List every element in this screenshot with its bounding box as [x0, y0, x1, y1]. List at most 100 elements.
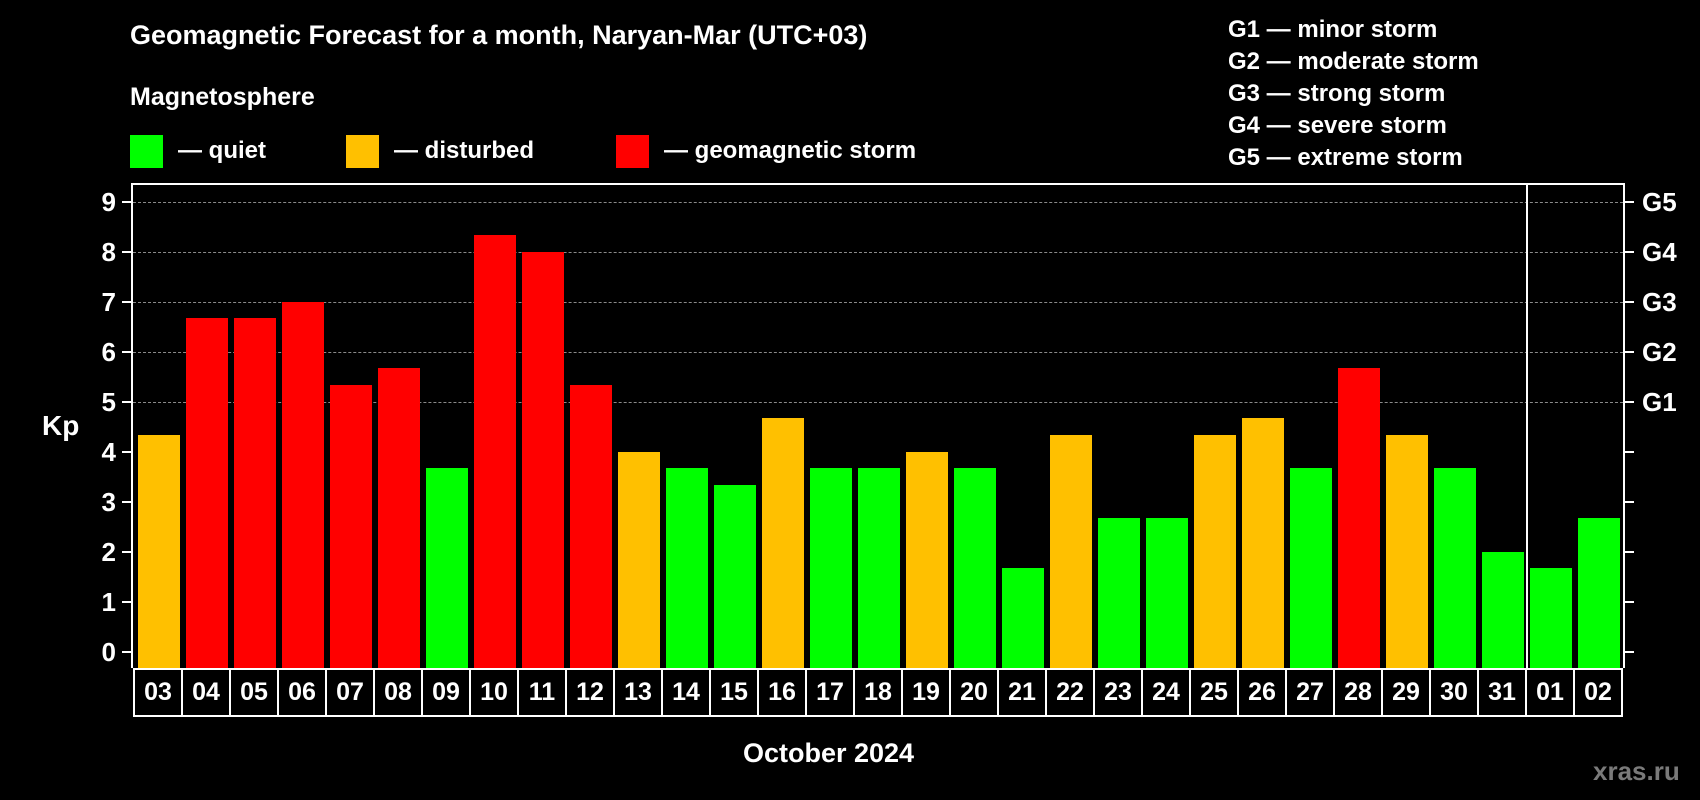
legend-quiet-label: — quiet	[178, 137, 266, 164]
bar-07	[330, 385, 372, 668]
x-tick-label-24: 24	[1141, 668, 1189, 717]
bar-08	[378, 368, 420, 668]
y-tick-label: 2	[101, 536, 116, 567]
legend-disturbed: — disturbed	[346, 134, 534, 168]
y-tick	[122, 450, 131, 453]
y-tick	[122, 250, 131, 253]
bar-28	[1338, 368, 1380, 668]
g3-legend-item: G3 — strong storm	[1228, 80, 1446, 107]
x-tick-label-14: 14	[661, 668, 709, 717]
bar-05	[234, 318, 276, 668]
quiet-swatch-icon	[130, 134, 163, 168]
y-tick-label: 1	[101, 586, 116, 617]
right-tick	[1625, 550, 1634, 553]
x-tick-label-02: 02	[1573, 668, 1623, 717]
y-tick	[122, 500, 131, 503]
x-tick-label-01: 01	[1525, 668, 1573, 717]
x-axis-label: October 2024	[742, 738, 915, 768]
bar-23	[1098, 518, 1140, 668]
right-tick	[1625, 650, 1634, 653]
x-tick-label-03: 03	[133, 668, 181, 717]
y-tick	[122, 350, 131, 353]
g-scale-legend: G1 — minor storm G2 — moderate storm G3 …	[1228, 14, 1479, 174]
bar-16	[762, 418, 804, 668]
gridline	[133, 251, 1623, 253]
y-tick-label: 0	[101, 636, 116, 667]
x-tick-label-16: 16	[757, 668, 805, 717]
bar-11	[522, 251, 564, 668]
x-tick-label-18: 18	[853, 668, 901, 717]
right-tick	[1625, 450, 1634, 453]
y-tick-label: 3	[101, 486, 116, 517]
gridline	[133, 301, 1623, 303]
gridline	[133, 401, 1623, 403]
y-tick	[122, 550, 131, 553]
right-tick	[1625, 500, 1634, 503]
bar-29	[1386, 435, 1428, 668]
bar-01	[1530, 568, 1572, 668]
y-tick	[122, 200, 131, 203]
g-scale-label: G1	[1642, 386, 1677, 417]
bar-21	[1002, 568, 1044, 668]
x-tick-label-13: 13	[613, 668, 661, 717]
bar-04	[186, 318, 228, 668]
y-tick	[122, 600, 131, 603]
right-tick	[1625, 400, 1634, 403]
g-scale-label: G3	[1642, 286, 1677, 317]
bar-24	[1146, 518, 1188, 668]
gridline	[133, 351, 1623, 353]
g4-legend-item: G4 — severe storm	[1228, 112, 1447, 139]
x-tick-label-15: 15	[709, 668, 757, 717]
x-tick-label-26: 26	[1237, 668, 1285, 717]
bar-30	[1434, 468, 1476, 668]
x-tick-label-10: 10	[469, 668, 517, 717]
x-tick-label-04: 04	[181, 668, 229, 717]
x-tick-label-19: 19	[901, 668, 949, 717]
x-tick-label-29: 29	[1381, 668, 1429, 717]
x-tick-label-07: 07	[325, 668, 373, 717]
y-tick	[122, 300, 131, 303]
legend-quiet: — quiet	[130, 134, 266, 168]
x-tick-label-05: 05	[229, 668, 277, 717]
x-tick-label-27: 27	[1285, 668, 1333, 717]
x-tick-label-20: 20	[949, 668, 997, 717]
legend-storm: — geomagnetic storm	[616, 134, 916, 168]
g-scale-label: G5	[1642, 186, 1677, 217]
legend-storm-label: — geomagnetic storm	[664, 137, 917, 164]
y-tick-label: 9	[101, 186, 116, 217]
disturbed-swatch-icon	[346, 134, 379, 168]
g1-legend-item: G1 — minor storm	[1228, 16, 1438, 43]
x-tick-label-08: 08	[373, 668, 421, 717]
bar-12	[570, 385, 612, 668]
x-tick-label-12: 12	[565, 668, 613, 717]
x-tick-label-06: 06	[277, 668, 325, 717]
y-tick	[122, 650, 131, 653]
storm-swatch-icon	[616, 134, 649, 168]
bar-15	[714, 485, 756, 668]
bar-31	[1482, 551, 1524, 668]
chart-title: Geomagnetic Forecast for a month, Naryan…	[130, 20, 868, 50]
g-scale-label: G2	[1642, 336, 1677, 367]
month-divider	[1526, 183, 1528, 668]
x-tick-label-09: 09	[421, 668, 469, 717]
y-tick-label: 4	[101, 436, 116, 467]
bar-19	[906, 451, 948, 668]
watermark: xras.ru	[1593, 756, 1680, 786]
x-tick-label-17: 17	[805, 668, 853, 717]
x-tick-label-22: 22	[1045, 668, 1093, 717]
bar-09	[426, 468, 468, 668]
y-tick-label: 7	[101, 286, 116, 317]
right-tick	[1625, 300, 1634, 303]
y-tick	[122, 400, 131, 403]
bar-20	[954, 468, 996, 668]
y-tick-label: 8	[101, 236, 116, 267]
plot-frame	[131, 183, 1625, 668]
legend-disturbed-label: — disturbed	[394, 137, 535, 164]
x-tick-label-21: 21	[997, 668, 1045, 717]
bar-27	[1290, 468, 1332, 668]
bar-26	[1242, 418, 1284, 668]
bar-02	[1578, 518, 1620, 668]
y-tick-label: 6	[101, 336, 116, 367]
right-tick	[1625, 250, 1634, 253]
bar-25	[1194, 435, 1236, 668]
